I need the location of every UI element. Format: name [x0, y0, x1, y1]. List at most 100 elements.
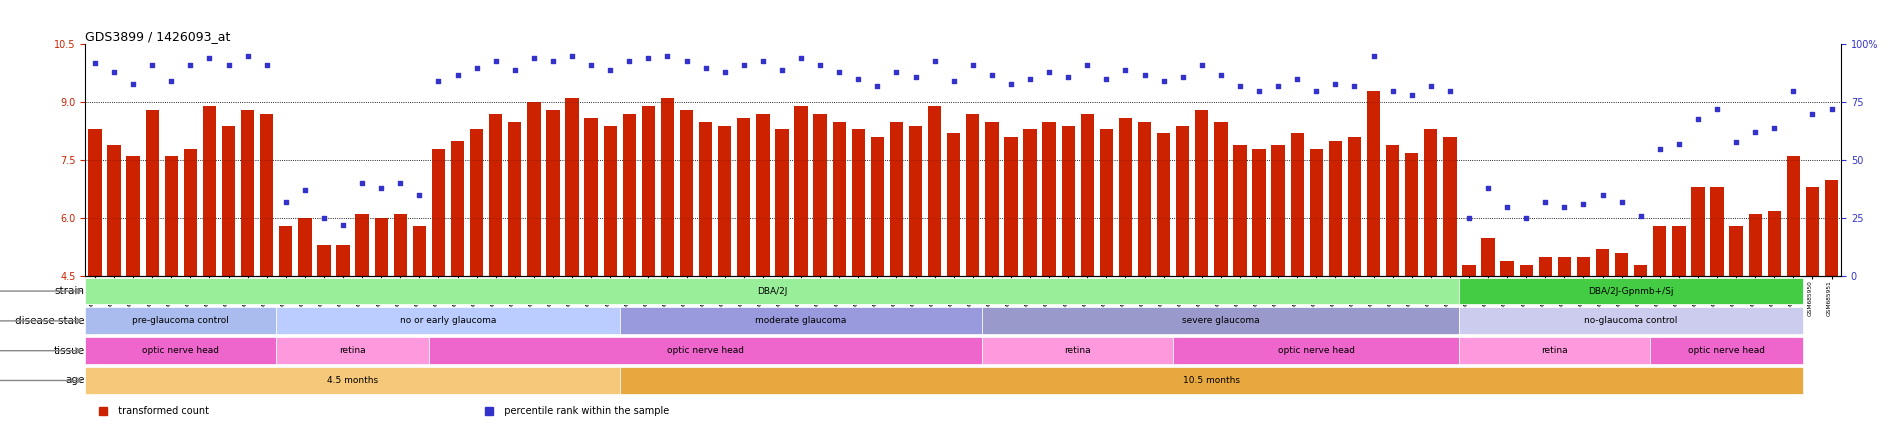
- Point: [1625, 212, 1655, 219]
- Point: [328, 222, 359, 229]
- Bar: [1480, 238, 1496, 276]
- Bar: [623, 114, 636, 276]
- Point: [1243, 87, 1274, 94]
- Bar: [1442, 137, 1456, 276]
- Bar: [1329, 141, 1342, 276]
- Bar: [184, 149, 197, 276]
- Bar: [795, 106, 809, 276]
- Point: [347, 180, 378, 187]
- Bar: [1461, 265, 1475, 276]
- Bar: [985, 122, 998, 276]
- Bar: [431, 149, 446, 276]
- Point: [653, 52, 683, 59]
- Bar: [528, 103, 541, 276]
- Bar: [336, 245, 349, 276]
- Text: no or early glaucoma: no or early glaucoma: [400, 317, 495, 325]
- Point: [691, 64, 721, 71]
- Bar: [928, 106, 941, 276]
- Text: no-glaucoma control: no-glaucoma control: [1585, 317, 1678, 325]
- Point: [1703, 106, 1733, 113]
- Point: [1378, 87, 1408, 94]
- Bar: [374, 218, 387, 276]
- Bar: [1520, 265, 1534, 276]
- Point: [594, 66, 624, 73]
- Text: retina: retina: [1065, 346, 1091, 355]
- Bar: [1424, 129, 1437, 276]
- Point: [919, 57, 949, 64]
- Point: [1416, 83, 1446, 90]
- Point: [748, 57, 778, 64]
- Point: [1684, 115, 1714, 122]
- Point: [1186, 62, 1217, 69]
- Point: [1759, 124, 1790, 131]
- Point: [1148, 78, 1179, 85]
- Point: [1740, 129, 1771, 136]
- Bar: [585, 118, 598, 276]
- Bar: [1558, 257, 1572, 276]
- Point: [938, 78, 968, 85]
- Bar: [1348, 137, 1361, 276]
- Bar: [1272, 145, 1285, 276]
- Point: [232, 52, 262, 59]
- Point: [366, 185, 397, 192]
- Text: 10.5 months: 10.5 months: [1182, 376, 1239, 385]
- FancyBboxPatch shape: [85, 278, 1460, 305]
- Point: [423, 78, 454, 85]
- Bar: [755, 114, 769, 276]
- Bar: [1767, 210, 1780, 276]
- Point: [1205, 71, 1236, 78]
- Bar: [298, 218, 311, 276]
- Text: tissue: tissue: [53, 346, 84, 356]
- FancyBboxPatch shape: [1460, 337, 1649, 364]
- Bar: [1367, 91, 1380, 276]
- Bar: [241, 110, 254, 276]
- Point: [1665, 140, 1695, 147]
- Bar: [1653, 226, 1666, 276]
- Point: [900, 73, 930, 80]
- Bar: [547, 110, 560, 276]
- FancyBboxPatch shape: [983, 308, 1460, 334]
- Bar: [1710, 187, 1723, 276]
- Bar: [165, 156, 178, 276]
- Bar: [1729, 226, 1742, 276]
- Text: percentile rank within the sample: percentile rank within the sample: [497, 406, 670, 416]
- Point: [156, 78, 186, 85]
- Point: [996, 80, 1027, 87]
- Text: severe glaucoma: severe glaucoma: [1182, 317, 1260, 325]
- FancyBboxPatch shape: [621, 308, 983, 334]
- Point: [480, 57, 511, 64]
- Point: [1340, 83, 1370, 90]
- Point: [805, 62, 835, 69]
- Text: transformed count: transformed count: [112, 406, 209, 416]
- Point: [672, 57, 702, 64]
- Point: [1359, 52, 1389, 59]
- FancyBboxPatch shape: [1649, 337, 1803, 364]
- Bar: [393, 214, 406, 276]
- FancyBboxPatch shape: [983, 337, 1173, 364]
- Point: [1473, 185, 1503, 192]
- Text: DBA/2J-Gpnmb+/Sj: DBA/2J-Gpnmb+/Sj: [1589, 286, 1674, 296]
- Point: [175, 62, 205, 69]
- Point: [537, 57, 568, 64]
- Bar: [1824, 180, 1837, 276]
- FancyBboxPatch shape: [429, 337, 983, 364]
- Bar: [471, 129, 484, 276]
- Bar: [1748, 214, 1761, 276]
- Bar: [1158, 133, 1171, 276]
- Point: [461, 64, 492, 71]
- Bar: [1805, 187, 1818, 276]
- Point: [1721, 138, 1752, 145]
- Point: [1281, 75, 1312, 83]
- Point: [1397, 92, 1427, 99]
- Point: [137, 62, 167, 69]
- Point: [385, 180, 416, 187]
- Text: DBA/2J: DBA/2J: [757, 286, 788, 296]
- Point: [862, 83, 892, 90]
- Point: [1053, 73, 1084, 80]
- Bar: [1196, 110, 1209, 276]
- Point: [442, 71, 473, 78]
- Point: [843, 75, 873, 83]
- Bar: [717, 126, 731, 276]
- Point: [824, 69, 854, 76]
- Bar: [814, 114, 828, 276]
